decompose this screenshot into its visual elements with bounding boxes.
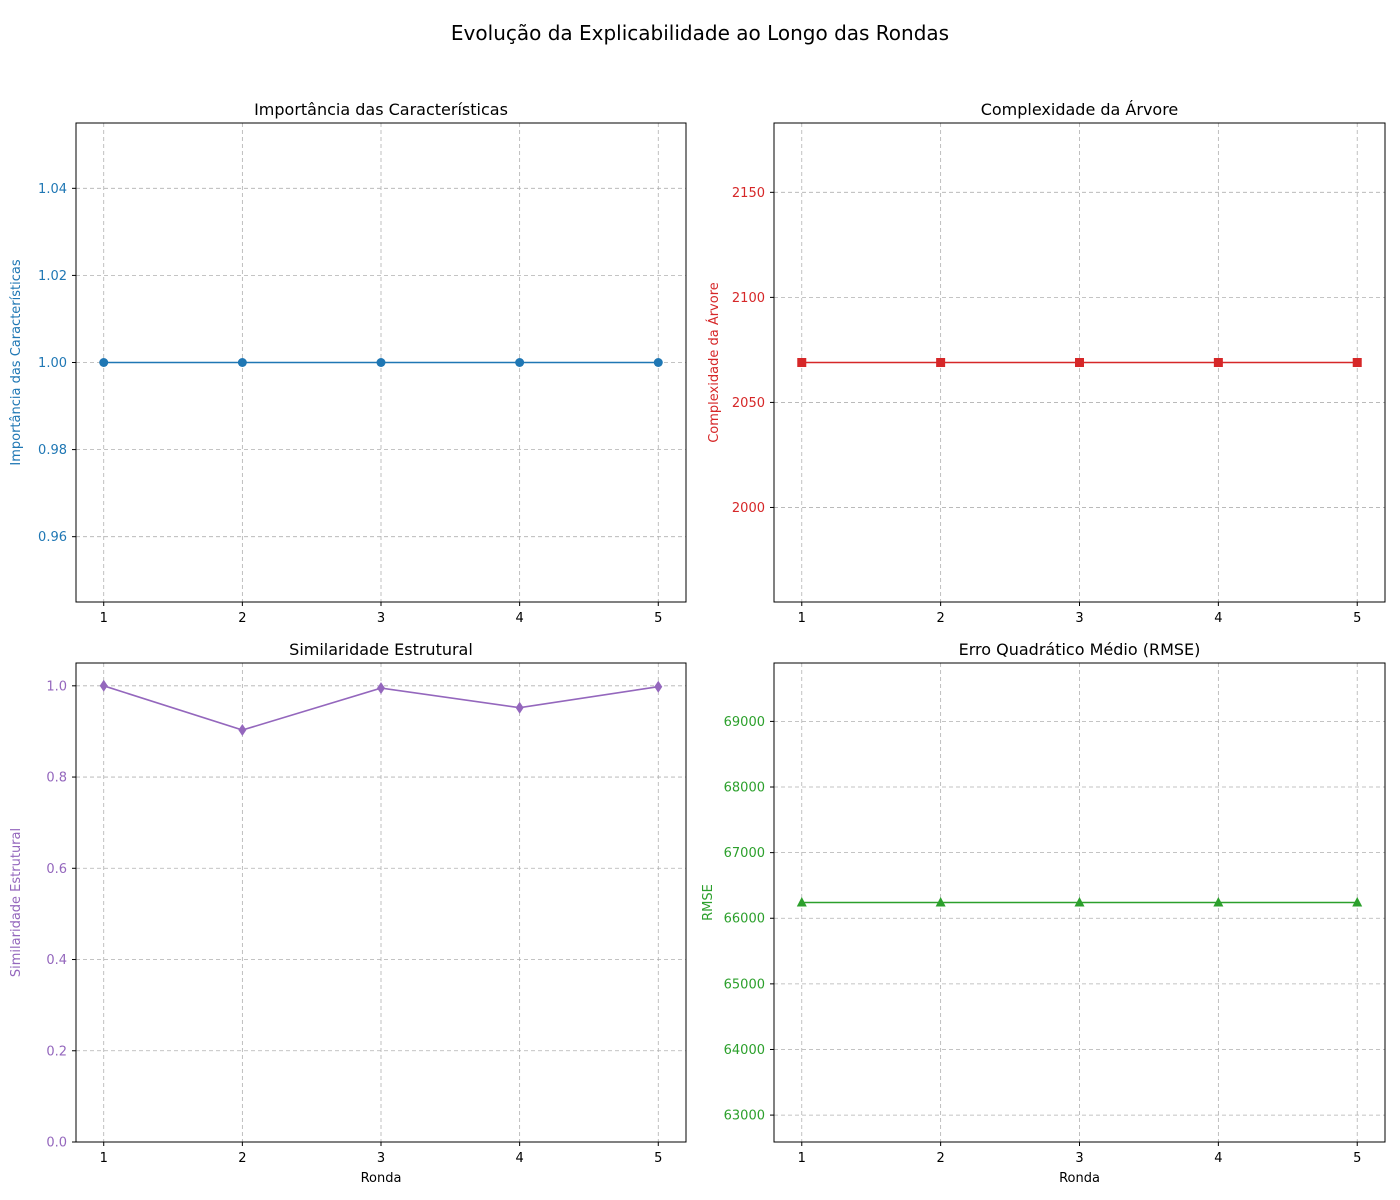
structural-similarity-point-2 <box>238 724 247 737</box>
structural-similarity-xtick-label-3: 4 <box>515 1151 523 1166</box>
rmse-ytick-label-4: 67000 <box>724 846 765 861</box>
rmse-point-2 <box>935 897 946 907</box>
feature-importance-point-4 <box>515 358 525 367</box>
tree-complexity-ylabel: Complexidade da Árvore <box>706 282 722 443</box>
feature-importance-ytick-label-3: 1.02 <box>38 269 67 284</box>
rmse-ytick-label-3: 66000 <box>724 912 765 927</box>
tree-complexity-point-3 <box>1075 358 1084 367</box>
structural-similarity-ytick-label-5: 1.0 <box>46 679 67 694</box>
structural-similarity-xlabel: Ronda <box>361 1171 402 1186</box>
rmse-title: Erro Quadrático Médio (RMSE) <box>959 640 1201 659</box>
rmse-ytick-label-0: 63000 <box>724 1109 765 1124</box>
rmse-ytick-label-2: 65000 <box>724 977 765 992</box>
figure-title: Evolução da Explicabilidade ao Longo das… <box>451 21 949 45</box>
tree-complexity-point-2 <box>936 358 946 367</box>
rmse-panel: 1 2 3 4 5 63000 64000 65000 66000 67000 68000 69000… <box>701 640 1386 1186</box>
rmse-ytick-label-6: 69000 <box>724 715 765 730</box>
feature-importance-point-3 <box>376 358 386 367</box>
rmse-xlabel: Ronda <box>1059 1171 1100 1186</box>
rmse-xtick-label-3: 4 <box>1214 1151 1222 1166</box>
rmse-point-3 <box>1074 897 1085 907</box>
structural-similarity-ytick-label-0: 0.0 <box>46 1136 67 1151</box>
tree-complexity-xtick-label-3: 4 <box>1214 611 1222 626</box>
structural-similarity-panel: 1 2 3 4 5 0.0 0.2 0.4 0.6 0.8 1.0 Similaridade Estr… <box>9 640 687 1186</box>
rmse-ytick-label-5: 68000 <box>724 781 765 796</box>
rmse-ylabel: RMSE <box>701 884 716 921</box>
structural-similarity-point-3 <box>377 682 385 695</box>
tree-complexity-panel: 1 2 3 4 5 2000 2050 2100 2150 Complexidade da Árv… <box>706 100 1386 626</box>
tree-complexity-xtick-label-4: 5 <box>1353 611 1361 626</box>
structural-similarity-xtick-label-4: 5 <box>654 1151 662 1166</box>
feature-importance-ylabel: Importância das Características <box>9 259 24 465</box>
rmse-point-5 <box>1352 897 1363 907</box>
structural-similarity-ylabel: Similaridade Estrutural <box>9 828 24 977</box>
tree-complexity-point-1 <box>797 358 807 367</box>
structural-similarity-xtick-label-1: 2 <box>238 1151 246 1166</box>
structural-similarity-ytick-label-1: 0.2 <box>46 1044 67 1059</box>
structural-similarity-xtick-label-2: 3 <box>377 1151 385 1166</box>
rmse-xtick-label-1: 2 <box>936 1151 944 1166</box>
feature-importance-ytick-label-0: 0.96 <box>38 530 67 545</box>
feature-importance-panel: 1 2 3 4 5 0.96 0.98 1.00 1.02 1.04 Importância das… <box>9 100 687 626</box>
tree-complexity-title: Complexidade da Árvore <box>981 100 1179 119</box>
rmse-point-4 <box>1213 897 1224 907</box>
tree-complexity-xtick-label-2: 3 <box>1075 611 1083 626</box>
structural-similarity-xtick-label-0: 1 <box>100 1151 108 1166</box>
tree-complexity-xtick-label-0: 1 <box>798 611 806 626</box>
feature-importance-point-5 <box>653 358 663 367</box>
feature-importance-ytick-label-1: 0.98 <box>38 443 67 458</box>
rmse-xtick-label-4: 5 <box>1353 1151 1361 1166</box>
rmse-xtick-label-0: 1 <box>798 1151 806 1166</box>
feature-importance-xtick-label-1: 2 <box>238 611 246 626</box>
tree-complexity-xtick-label-1: 2 <box>936 611 944 626</box>
feature-importance-xtick-label-0: 1 <box>100 611 108 626</box>
structural-similarity-point-5 <box>654 680 663 693</box>
tree-complexity-ytick-label-0: 2000 <box>732 501 765 516</box>
structural-similarity-point-1 <box>99 679 108 692</box>
tree-complexity-ytick-label-2: 2100 <box>732 291 765 306</box>
tree-complexity-ytick-label-1: 2050 <box>732 396 765 411</box>
feature-importance-xtick-label-4: 5 <box>654 611 662 626</box>
feature-importance-point-1 <box>99 358 109 367</box>
tree-complexity-point-5 <box>1352 358 1362 367</box>
feature-importance-xtick-label-3: 4 <box>515 611 523 626</box>
feature-importance-ytick-label-4: 1.04 <box>38 182 67 197</box>
structural-similarity-ytick-label-2: 0.4 <box>46 953 67 968</box>
structural-similarity-point-4 <box>515 701 524 714</box>
rmse-xtick-label-2: 3 <box>1075 1151 1083 1166</box>
feature-importance-title: Importância das Características <box>254 100 508 119</box>
structural-similarity-ytick-label-4: 0.8 <box>46 771 67 786</box>
structural-similarity-ytick-label-3: 0.6 <box>46 862 67 877</box>
structural-similarity-title: Similaridade Estrutural <box>289 640 473 659</box>
tree-complexity-ytick-label-3: 2150 <box>732 186 765 201</box>
rmse-ytick-label-1: 64000 <box>724 1043 765 1058</box>
rmse-point-1 <box>796 897 807 907</box>
feature-importance-ytick-label-2: 1.00 <box>38 356 67 371</box>
tree-complexity-point-4 <box>1213 358 1223 367</box>
feature-importance-xtick-label-2: 3 <box>377 611 385 626</box>
feature-importance-point-2 <box>237 358 247 367</box>
